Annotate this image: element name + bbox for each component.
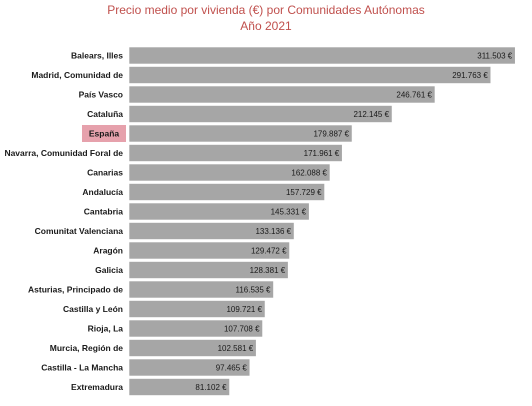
value-label: 157.729 €: [286, 188, 322, 197]
value-label: 128.381 €: [250, 266, 286, 275]
bar: [128, 124, 353, 143]
bar: [128, 222, 295, 240]
bar: [128, 105, 393, 123]
category-label: Castilla y León: [63, 304, 123, 314]
value-label: 179.887 €: [313, 130, 349, 139]
category-label: Madrid, Comunidad de: [31, 70, 123, 80]
value-label: 81.102 €: [195, 383, 227, 392]
chart-title: Precio medio por vivienda (€) por Comuni…: [107, 3, 425, 17]
bar: [128, 144, 343, 162]
category-label: Asturias, Principado de: [28, 285, 123, 295]
bar: [128, 319, 263, 338]
category-label: Andalucía: [82, 187, 123, 197]
bar: [128, 202, 310, 221]
bar: [128, 46, 516, 65]
value-label: 162.088 €: [291, 169, 327, 178]
value-label: 246.761 €: [396, 91, 432, 100]
highlight-label-background: [82, 125, 126, 142]
bar: [128, 66, 492, 84]
value-label: 107.708 €: [224, 325, 260, 334]
category-label: Cataluña: [87, 109, 123, 119]
bar: [128, 85, 436, 104]
category-label: Canarias: [87, 168, 123, 178]
value-label: 145.331 €: [271, 208, 307, 217]
bar: [128, 261, 289, 279]
bar: [128, 241, 290, 260]
bar: [128, 300, 266, 318]
category-label: País Vasco: [79, 90, 123, 100]
value-label: 109.721 €: [226, 305, 262, 314]
value-label: 97.465 €: [216, 364, 248, 373]
category-label: Aragón: [93, 246, 123, 256]
value-label: 212.145 €: [353, 110, 389, 119]
bar: [128, 163, 331, 182]
category-label: Cantabria: [84, 207, 123, 217]
category-label: Galicia: [95, 265, 123, 275]
value-label: 129.472 €: [251, 247, 287, 256]
value-label: 133.136 €: [255, 227, 291, 236]
category-label: Balears, Illes: [71, 51, 123, 61]
value-label: 171.961 €: [304, 149, 340, 158]
bar: [128, 183, 325, 201]
value-label: 311.503 €: [477, 52, 513, 61]
category-label: España: [89, 129, 120, 139]
bar: [128, 358, 251, 377]
bar: [128, 339, 257, 357]
bar: [128, 280, 274, 299]
bar: [128, 378, 230, 396]
value-label: 116.535 €: [236, 286, 272, 295]
category-label: Murcia, Región de: [50, 343, 123, 353]
category-label: Extremadura: [71, 382, 123, 392]
value-label: 291.763 €: [452, 71, 488, 80]
value-label: 102.581 €: [218, 344, 254, 353]
category-label: Comunitat Valenciana: [35, 226, 124, 236]
category-label: Navarra, Comunidad Foral de: [4, 148, 123, 158]
chart-subtitle: Año 2021: [240, 19, 292, 33]
category-label: Castilla - La Mancha: [41, 363, 123, 373]
category-label: Rioja, La: [88, 324, 124, 334]
